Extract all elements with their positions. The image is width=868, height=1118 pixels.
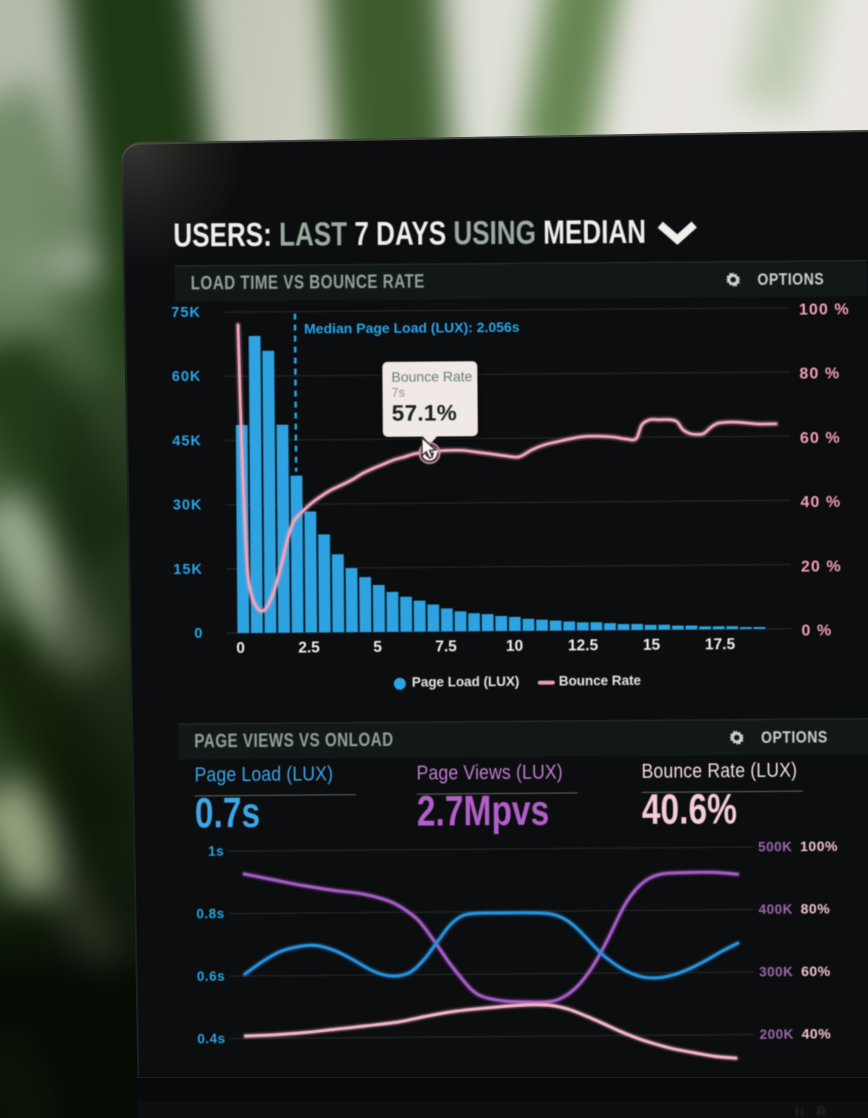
svg-text:40%: 40% — [802, 1025, 832, 1041]
svg-text:30K: 30K — [173, 497, 203, 513]
svg-text:20 %: 20 % — [801, 558, 842, 575]
svg-text:0.4s: 0.4s — [197, 1031, 225, 1046]
svg-text:80%: 80% — [801, 900, 831, 916]
svg-text:500K: 500K — [758, 839, 792, 854]
svg-text:45K: 45K — [172, 433, 202, 449]
svg-text:12.5: 12.5 — [568, 637, 599, 654]
svg-text:5: 5 — [373, 639, 382, 656]
svg-text:15K: 15K — [173, 562, 203, 578]
svg-text:80 %: 80 % — [799, 366, 840, 383]
svg-text:40 %: 40 % — [800, 494, 841, 511]
svg-text:0: 0 — [194, 626, 203, 642]
svg-text:0.6s: 0.6s — [197, 969, 225, 984]
svg-text:75K: 75K — [171, 305, 201, 321]
svg-text:60K: 60K — [172, 369, 202, 385]
svg-text:0: 0 — [236, 640, 245, 657]
svg-text:7.5: 7.5 — [435, 638, 457, 655]
svg-text:100 %: 100 % — [799, 301, 850, 318]
svg-text:300K: 300K — [759, 964, 793, 979]
svg-text:2.5: 2.5 — [298, 639, 320, 656]
svg-text:15: 15 — [643, 637, 661, 654]
svg-text:60 %: 60 % — [800, 430, 841, 447]
svg-text:200K: 200K — [760, 1027, 794, 1042]
svg-text:1s: 1s — [208, 844, 224, 859]
svg-text:400K: 400K — [759, 902, 793, 917]
svg-text:60%: 60% — [801, 963, 831, 979]
svg-text:17.5: 17.5 — [705, 636, 736, 653]
svg-text:10: 10 — [506, 638, 523, 655]
svg-text:100%: 100% — [800, 838, 838, 854]
svg-text:0 %: 0 % — [801, 622, 832, 639]
svg-text:Median Page Load (LUX): 2.056s: Median Page Load (LUX): 2.056s — [304, 319, 520, 337]
svg-text:0.8s: 0.8s — [196, 906, 224, 921]
